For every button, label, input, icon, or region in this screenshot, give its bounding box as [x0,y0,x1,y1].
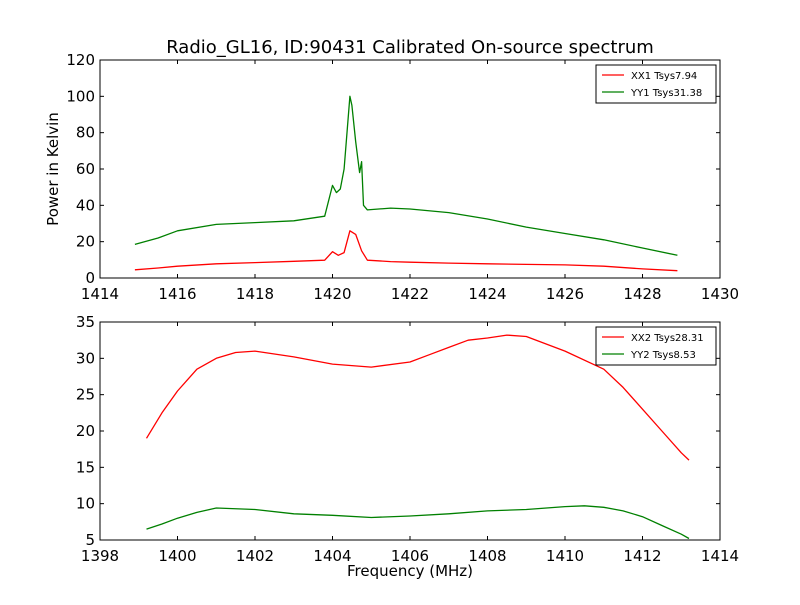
y-tick-label: 20 [76,422,95,440]
series-line-1-2 [134,95,678,256]
y-tick-label: 60 [76,160,95,178]
x-tick-label: 1402 [236,547,274,565]
x-tick-label: 1414 [81,285,119,303]
y-tick-label: 100 [66,87,95,105]
x-tick-label: 1400 [158,547,196,565]
x-tick-label: 1414 [701,547,739,565]
legend-1: XX1 Tsys7.94 YY1 Tsys31.38 [595,64,717,104]
y-tick-label: 5 [85,531,95,549]
x-tick-label: 1428 [623,285,661,303]
y-tick-label: 20 [76,233,95,251]
x-tick-label: 1412 [623,547,661,565]
x-tick-label: 1430 [701,285,739,303]
legend-label: XX1 Tsys7.94 [631,71,697,82]
panel-2: 1398 1400 1402 1404 1406 1408 1410 1412 1414 5 10 1… [76,313,739,565]
y-tick-label: 15 [76,458,95,476]
y-tick-label: 10 [76,495,95,513]
legend-label: YY2 Tsys8.53 [630,350,696,361]
legend-label: YY1 Tsys31.38 [630,88,702,99]
y-tick-label: 40 [76,196,95,214]
x-tick-label: 1410 [546,547,584,565]
legend-2: XX2 Tsys28.31 YY2 Tsys8.53 [595,326,717,366]
legend-box [595,64,717,104]
chart-title: Radio_GL16, ID:90431 Calibrated On-sourc… [166,37,654,58]
y-axis-label: Power in Kelvin [44,112,62,226]
x-tick-label: 1422 [391,285,429,303]
panel-1: 1414 1416 1418 1420 1422 1424 1426 1428 1430 0 20 4… [66,51,739,303]
y-tick-label: 0 [85,269,95,287]
y-tick-label: 35 [76,313,95,331]
x-tick-label: 1406 [391,547,429,565]
series-line-2-1 [145,334,690,461]
x-axis-label: Frequency (MHz) [347,562,473,580]
x-tick-label: 1408 [468,547,506,565]
x-tick-label: 1398 [81,547,119,565]
y-tick-label: 120 [66,51,95,69]
x-tick-label: 1418 [236,285,274,303]
y-tick-label: 25 [76,386,95,404]
series-line-2-2 [146,505,690,540]
x-tick-label: 1404 [313,547,351,565]
legend-label: XX2 Tsys28.31 [631,333,704,344]
x-tick-label: 1426 [546,285,584,303]
series-line-1-1 [134,230,678,272]
y-tick-label: 30 [76,349,95,367]
legend-box [595,326,717,366]
x-tick-label: 1424 [468,285,506,303]
x-tick-label: 1420 [313,285,351,303]
y-tick-label: 80 [76,124,95,142]
plot-panels: 1414 1416 1418 1420 1422 1424 1426 1428 1430 0 20 4… [66,51,739,565]
x-tick-label: 1416 [158,285,196,303]
